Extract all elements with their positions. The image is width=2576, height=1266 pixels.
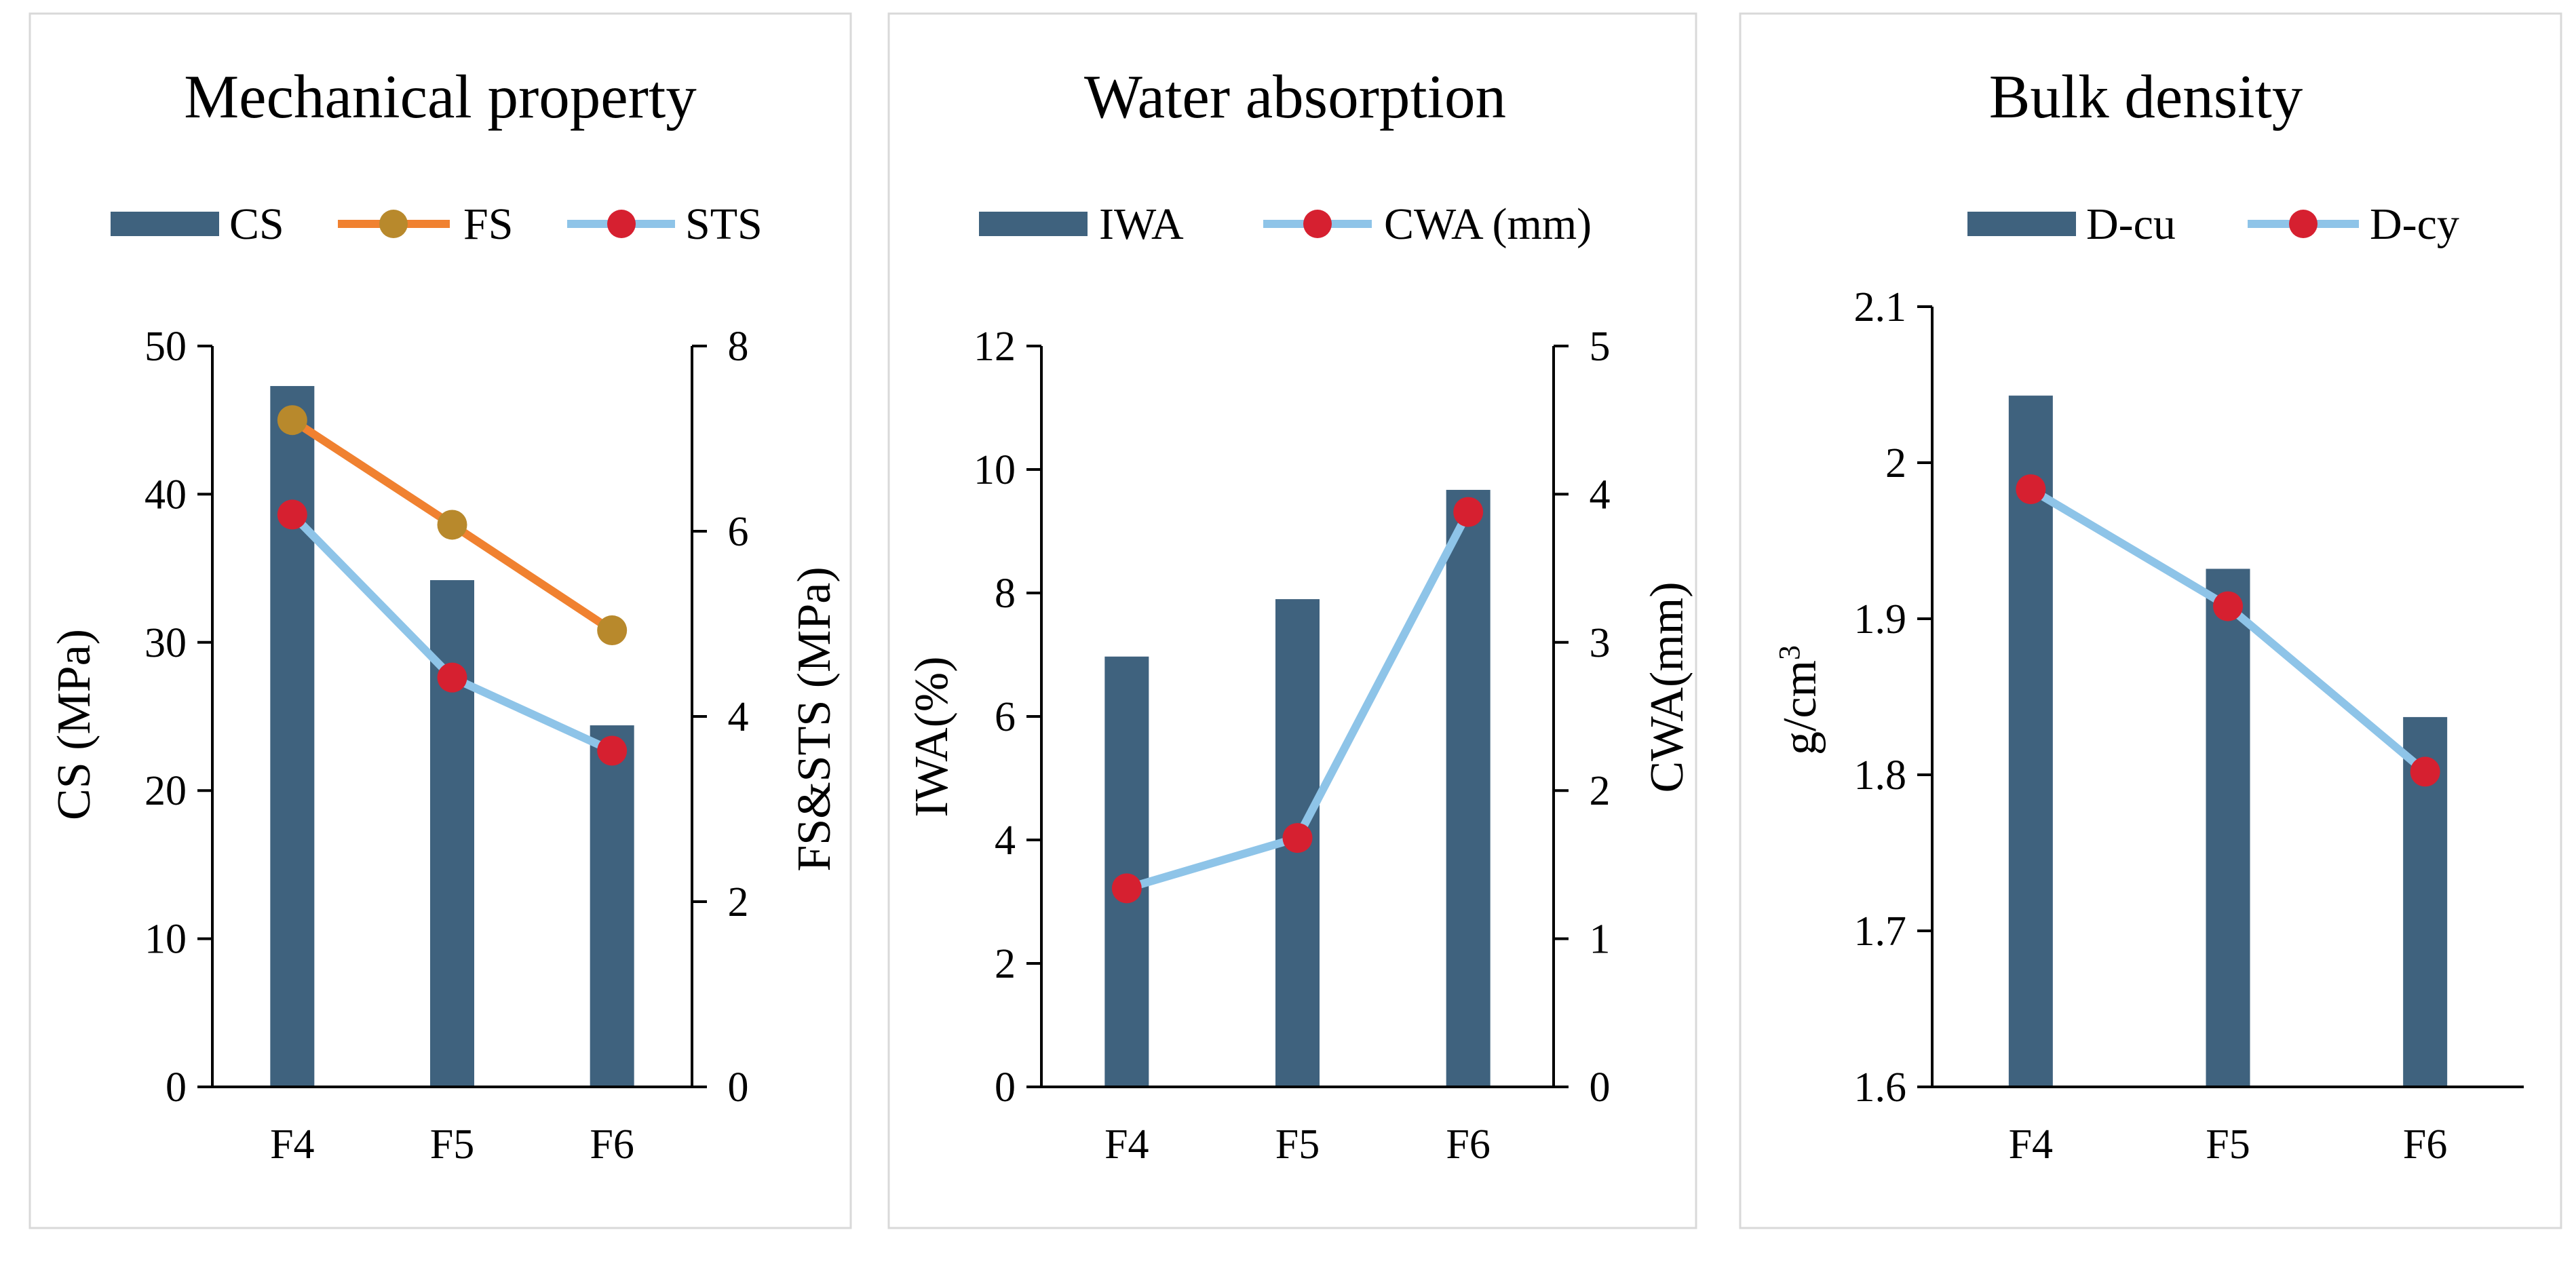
y2-tick-label: 1 bbox=[1590, 917, 1611, 963]
y2-tick-label: 3 bbox=[1590, 620, 1611, 666]
legend-marker-dcy bbox=[2289, 210, 2318, 238]
chart-title: Bulk density bbox=[1989, 62, 2303, 131]
bar-cs-f6 bbox=[590, 725, 634, 1087]
legend-marker-fs bbox=[379, 210, 408, 238]
y-axis-title-base: g/cm bbox=[1774, 660, 1826, 755]
x-tick-label: F5 bbox=[2206, 1121, 2250, 1168]
y-tick-label: 40 bbox=[145, 472, 187, 518]
point-cwa-mm-f6 bbox=[1453, 497, 1484, 527]
y-tick-label: 2 bbox=[995, 941, 1016, 987]
point-cwa-mm-f5 bbox=[1282, 823, 1313, 853]
legend: D-cu D-cy bbox=[1967, 199, 2459, 249]
y2-tick-label: 4 bbox=[1590, 472, 1611, 518]
bar-iwa-f6 bbox=[1446, 490, 1491, 1087]
panel-mechanical-property: Mechanical property CS FS STS 0102030405… bbox=[28, 12, 852, 1229]
y-tick-label: 10 bbox=[974, 447, 1016, 493]
y2-tick-label: 5 bbox=[1590, 324, 1611, 370]
point-d-cy-f6 bbox=[2410, 756, 2440, 787]
legend-label-fs: FS bbox=[463, 199, 513, 249]
y-tick-label: 0 bbox=[166, 1064, 187, 1111]
y-axis-title-superscript: 3 bbox=[1773, 645, 1806, 660]
y2-tick-label: 2 bbox=[1590, 768, 1611, 814]
y2-axis-title: CWA(mm) bbox=[1641, 581, 1693, 792]
y-tick-label: 2.1 bbox=[1854, 284, 1907, 330]
x-tick-label: F5 bbox=[1275, 1121, 1320, 1168]
chart-title: Mechanical property bbox=[184, 62, 697, 131]
y-tick-label: 10 bbox=[145, 917, 187, 963]
legend: CS FS STS bbox=[111, 199, 763, 249]
legend-label-cwa: CWA (mm) bbox=[1384, 199, 1592, 249]
x-tick-label: F6 bbox=[1446, 1121, 1490, 1168]
x-tick-label: F4 bbox=[2009, 1121, 2053, 1168]
plot-area: 1.6 1.7 1.8 1.9 2 2.1 F4 F5 F6 bbox=[1854, 284, 2524, 1168]
y-tick-label: 6 bbox=[995, 694, 1016, 740]
point-fs-f6 bbox=[597, 615, 628, 646]
x-tick-label: F4 bbox=[270, 1121, 314, 1168]
legend: IWA CWA (mm) bbox=[979, 199, 1592, 249]
point-fs-f5 bbox=[437, 510, 467, 540]
y2-tick-label: 6 bbox=[728, 509, 749, 555]
y2-tick-label: 0 bbox=[1590, 1064, 1611, 1111]
y2-tick-label: 4 bbox=[728, 694, 749, 740]
y-axis-title: IWA(%) bbox=[906, 656, 958, 817]
point-d-cy-f4 bbox=[2016, 474, 2046, 505]
panel-water-absorption: Water absorption IWA CWA (mm) 0246810120… bbox=[887, 12, 1697, 1229]
y2-tick-label: 0 bbox=[728, 1064, 749, 1111]
legend-marker-cwa bbox=[1303, 210, 1332, 238]
bar-cs-f4 bbox=[270, 385, 315, 1087]
x-tick-label: F5 bbox=[430, 1121, 474, 1168]
legend-label-iwa: IWA bbox=[1099, 199, 1184, 249]
x-tick-label: F6 bbox=[590, 1121, 634, 1168]
y-tick-label: 30 bbox=[145, 620, 187, 666]
y-tick-label: 1.6 bbox=[1854, 1064, 1907, 1111]
legend-label-cs: CS bbox=[229, 199, 284, 249]
x-tick-label: F4 bbox=[1104, 1121, 1149, 1168]
legend-swatch-iwa bbox=[979, 212, 1088, 236]
y-tick-label: 50 bbox=[145, 324, 187, 370]
y-axis-title: g/cm3 bbox=[1773, 645, 1827, 755]
bar-d-cu-f5 bbox=[2206, 569, 2250, 1087]
point-sts-f5 bbox=[437, 662, 467, 693]
y-tick-label: 1.8 bbox=[1854, 752, 1907, 799]
legend-label-dcy: D-cy bbox=[2370, 199, 2459, 249]
y-tick-label: 4 bbox=[995, 818, 1016, 864]
y-tick-label: 12 bbox=[974, 324, 1016, 370]
chart-title: Water absorption bbox=[1084, 62, 1506, 131]
y-tick-label: 1.7 bbox=[1854, 908, 1907, 955]
y2-tick-label: 2 bbox=[728, 879, 749, 925]
y2-axis-title: FS&STS (MPa) bbox=[788, 567, 841, 871]
legend-swatch-cs bbox=[111, 212, 219, 236]
legend-marker-sts bbox=[607, 210, 636, 238]
legend-label-dcu: D-cu bbox=[2086, 199, 2176, 249]
panel-bulk-density: Bulk density D-cu D-cy 1.6 1.7 1.8 1.9 2 2.1 F… bbox=[1739, 12, 2562, 1229]
y-axis-title: CS (MPa) bbox=[48, 629, 100, 820]
bar-d-cu-f4 bbox=[2008, 396, 2053, 1087]
y-tick-label: 2 bbox=[1885, 440, 1906, 486]
plot-area: 0 10 20 30 40 50 0 2 4 6 8 F4 F5 F6 bbox=[145, 324, 749, 1168]
y2-tick-label: 8 bbox=[728, 324, 749, 370]
legend-label-sts: STS bbox=[685, 199, 763, 249]
point-sts-f4 bbox=[277, 499, 307, 530]
point-fs-f4 bbox=[277, 405, 307, 436]
y-tick-label: 8 bbox=[995, 571, 1016, 617]
legend-swatch-dcu bbox=[1967, 212, 2076, 236]
y-tick-label: 0 bbox=[995, 1064, 1016, 1111]
point-d-cy-f5 bbox=[2213, 591, 2243, 621]
x-tick-label: F6 bbox=[2403, 1121, 2447, 1168]
point-cwa-mm-f4 bbox=[1111, 873, 1142, 904]
y-tick-label: 1.9 bbox=[1854, 596, 1907, 642]
y-tick-label: 20 bbox=[145, 768, 187, 814]
bar-iwa-f4 bbox=[1104, 656, 1149, 1087]
point-sts-f6 bbox=[597, 735, 628, 766]
